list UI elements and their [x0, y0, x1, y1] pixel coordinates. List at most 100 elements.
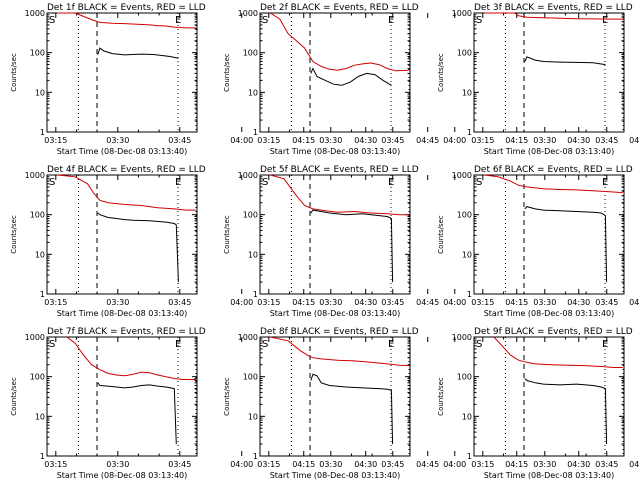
end-marker: E — [388, 177, 394, 188]
chart-title: Det 5f BLACK = Events, RED = LLD — [260, 165, 419, 175]
x-tick-label: 03:30 — [533, 298, 556, 307]
y-tick-label: 10 — [35, 250, 45, 259]
y-axis-label: Counts/sec — [223, 215, 231, 254]
events-series-line — [310, 373, 394, 445]
chart-panel-3: Det 3f BLACK = Events, RED = LLD 1 10 100 10… — [437, 3, 633, 156]
y-tick-label: 1000 — [452, 9, 472, 18]
chart-panel-6: Det 6f BLACK = Events, RED = LLD 1 10 100 10… — [437, 165, 633, 318]
y-axis-label: Counts/sec — [223, 377, 231, 416]
x-tick-label: 03:45 — [381, 136, 404, 145]
lld-series-line — [484, 12, 623, 20]
y-tick-label: 1 — [467, 290, 472, 299]
x-tick-label: 03:15 — [257, 298, 280, 307]
x-tick-label: 04:30 — [567, 298, 590, 307]
x-tick-label: 03:45 — [381, 298, 404, 307]
x-tick-label: 04:00 — [443, 298, 466, 307]
x-tick-label: 03:30 — [106, 460, 129, 469]
y-tick-label: 1 — [253, 452, 258, 461]
events-series-line — [97, 212, 179, 283]
start-marker: S — [49, 15, 55, 26]
events-series-line — [310, 67, 392, 86]
y-tick-label: 1 — [467, 128, 472, 137]
y-tick-label: 10 — [248, 88, 258, 97]
x-tick-label: 03:30 — [319, 298, 342, 307]
x-tick-label: 03:30 — [533, 460, 556, 469]
end-marker: E — [388, 339, 394, 350]
y-tick-label: 1 — [467, 452, 472, 461]
x-tick-label: 04:15 — [292, 460, 315, 469]
y-axis-label: Counts/sec — [437, 377, 445, 416]
x-tick-label: 03:30 — [106, 136, 129, 145]
x-axis-label: Start Time (08-Dec-08 03:13:40) — [484, 309, 615, 318]
chart-panel-9: Det 9f BLACK = Events, RED = LLD 1 10 100 10… — [437, 327, 633, 480]
events-series-line — [524, 378, 608, 445]
y-tick-label: 100 — [457, 49, 472, 58]
y-tick-label: 1 — [253, 128, 258, 137]
x-tick-label: 04:15 — [292, 298, 315, 307]
chart-title: Det 1f BLACK = Events, RED = LLD — [47, 3, 206, 13]
x-tick-label: 03:30 — [319, 460, 342, 469]
chart-panel-1: Det 1f BLACK = Events, RED = LLD11010010… — [10, 3, 439, 156]
y-tick-label: 1 — [253, 290, 258, 299]
lld-series-line — [57, 12, 196, 29]
start-marker: S — [262, 177, 268, 188]
start-marker: S — [49, 177, 55, 188]
x-tick-label: 04:15 — [505, 460, 528, 469]
chart-panel-5: Det 5f BLACK = Events, RED = LLD11010010… — [223, 165, 640, 318]
plot-frame — [46, 12, 198, 133]
end-marker: E — [175, 339, 181, 350]
start-marker: S — [262, 15, 268, 26]
x-tick-label: 03:45 — [595, 460, 618, 469]
chart-panel-7: Det 7f BLACK = Events, RED = LLD11010010… — [10, 327, 439, 480]
y-tick-label: 10 — [248, 250, 258, 259]
x-tick-label: 03:15 — [44, 298, 67, 307]
lld-series-line — [57, 174, 196, 211]
x-tick-label: 04:30 — [567, 460, 590, 469]
events-series-line — [310, 209, 394, 283]
plot-frame — [473, 336, 625, 457]
y-tick-label: 100 — [243, 49, 258, 58]
x-axis-label: Start Time (08-Dec-08 03:13:40) — [270, 471, 401, 480]
x-tick-label: 04:45 — [416, 460, 439, 469]
y-tick-label: 100 — [457, 373, 472, 382]
y-tick-label: 1000 — [238, 9, 258, 18]
y-axis-label: Counts/sec — [10, 377, 18, 416]
y-tick-label: 1 — [40, 128, 45, 137]
x-tick-label: 03:30 — [533, 136, 556, 145]
chart-title: Det 3f BLACK = Events, RED = LLD — [474, 3, 633, 13]
y-tick-label: 1000 — [452, 171, 472, 180]
plot-frame — [46, 174, 198, 295]
plot-frame — [473, 174, 625, 295]
x-tick-label: 03:45 — [595, 298, 618, 307]
x-tick-label: 04:30 — [354, 460, 377, 469]
y-axis-label: Counts/sec — [223, 53, 231, 92]
y-axis-label: Counts/sec — [437, 215, 445, 254]
chart-panel-4: Det 4f BLACK = Events, RED = LLD11010010… — [10, 165, 439, 318]
y-tick-label: 1 — [40, 290, 45, 299]
y-tick-label: 1000 — [25, 333, 45, 342]
y-tick-label: 100 — [243, 211, 258, 220]
events-series-line — [97, 382, 177, 445]
plot-frame — [46, 336, 198, 457]
x-tick-label: 03:15 — [44, 460, 67, 469]
y-tick-label: 10 — [462, 412, 472, 421]
x-tick-label: 03:30 — [319, 136, 342, 145]
y-tick-label: 100 — [457, 211, 472, 220]
x-tick-label: 03:30 — [106, 298, 129, 307]
x-tick-label: 04:45 — [629, 136, 640, 145]
x-tick-label: 04:00 — [230, 136, 253, 145]
events-series-line — [97, 47, 179, 59]
chart-panel-2: Det 2f BLACK = Events, RED = LLD11010010… — [223, 3, 640, 156]
y-tick-label: 10 — [35, 88, 45, 97]
chart-title: Det 6f BLACK = Events, RED = LLD — [474, 165, 633, 175]
start-marker: S — [476, 15, 482, 26]
lld-series-line — [270, 174, 409, 216]
end-marker: E — [175, 177, 181, 188]
x-tick-label: 04:00 — [443, 136, 466, 145]
x-tick-label: 03:45 — [381, 460, 404, 469]
x-tick-label: 04:15 — [505, 136, 528, 145]
plot-frame — [473, 12, 625, 133]
x-tick-label: 03:45 — [168, 460, 191, 469]
y-tick-label: 1000 — [238, 333, 258, 342]
